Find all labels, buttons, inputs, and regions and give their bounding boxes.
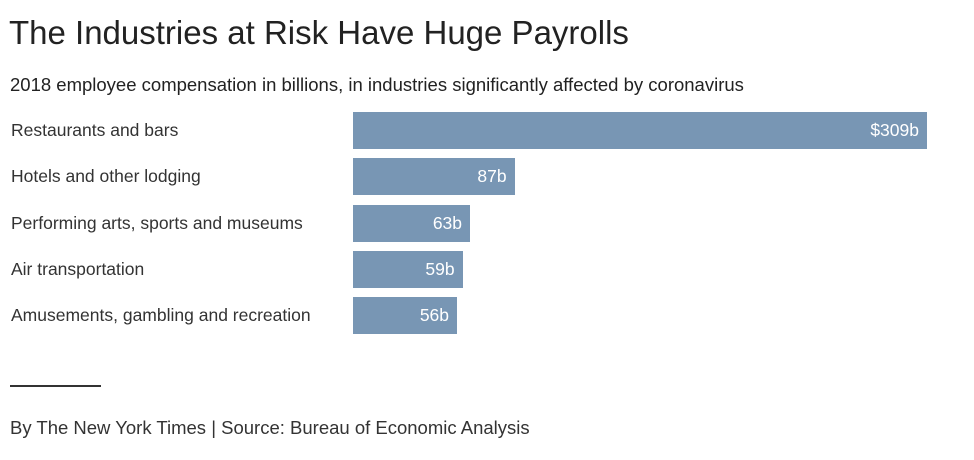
bar-chart: Restaurants and bars $309b Hotels and othe… xyxy=(0,112,974,342)
bar-row: Amusements, gambling and recreation 56b xyxy=(0,297,974,335)
bar: 63b xyxy=(353,204,471,242)
category-label: Hotels and other lodging xyxy=(11,166,201,187)
chart-title: The Industries at Risk Have Huge Payroll… xyxy=(9,14,629,51)
value-label: 59b xyxy=(425,258,455,279)
source-credit: By The New York Times | Source: Bureau o… xyxy=(10,417,530,438)
category-label: Restaurants and bars xyxy=(11,120,179,140)
value-label: 87b xyxy=(477,166,507,187)
category-label: Air transportation xyxy=(11,258,145,279)
value-label: 56b xyxy=(419,305,450,326)
bar: 56b xyxy=(353,297,458,335)
value-label: $309b xyxy=(870,120,919,140)
chart-subtitle: 2018 employee compensation in billions, … xyxy=(10,74,744,95)
bar-row: Performing arts, sports and museums 63b xyxy=(0,204,974,242)
category-label: Amusements, gambling and recreation xyxy=(11,305,311,326)
value-label: 63b xyxy=(432,212,463,233)
bar: $309b xyxy=(353,112,927,149)
category-label: Performing arts, sports and museums xyxy=(11,212,303,233)
bar-row: Air transportation 59b xyxy=(0,250,974,288)
bar-row: Restaurants and bars $309b xyxy=(0,112,974,149)
footer-divider xyxy=(10,385,101,387)
bar: 87b xyxy=(353,158,515,196)
bar: 59b xyxy=(353,250,463,288)
bar-row: Hotels and other lodging 87b xyxy=(0,158,974,196)
